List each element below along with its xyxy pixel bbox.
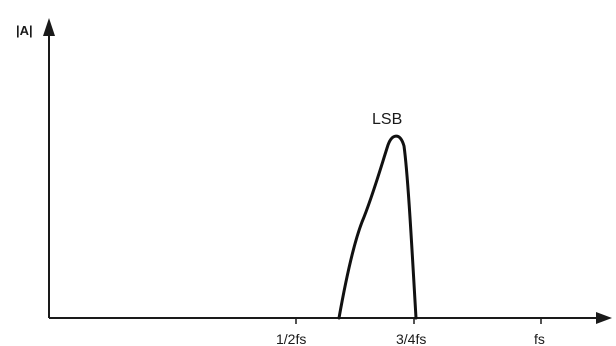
tick-label-half-fs: 1/2fs — [276, 331, 306, 346]
x-axis-arrow — [596, 312, 612, 324]
tick-label-three-quarter-fs: 3/4fs — [396, 331, 426, 346]
tick-label-fs: fs — [534, 331, 545, 346]
y-axis-label: |A| — [16, 23, 33, 38]
lsb-curve — [337, 134, 418, 320]
y-axis-arrow — [43, 18, 55, 36]
lsb-label: LSB — [372, 111, 402, 128]
